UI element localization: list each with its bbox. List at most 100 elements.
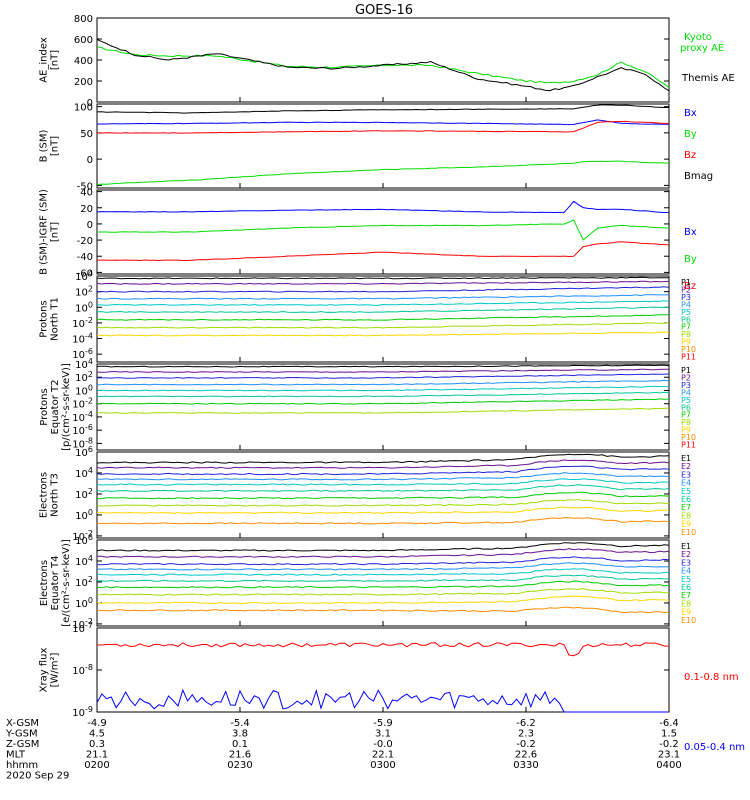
- series-line-bx: [96, 200, 669, 214]
- y-tick-label: 0: [87, 155, 93, 166]
- legend-e8: E8: [681, 599, 691, 608]
- x-row-value: 2.3: [518, 729, 534, 740]
- x-row-value: 0230: [227, 760, 252, 771]
- panel-ee: 106 104 102 100 10-2 Electrons Equator T4 [e/(c…: [39, 533, 696, 631]
- legend-p7: P7: [681, 323, 691, 332]
- legend-p10: P10: [681, 345, 696, 354]
- y-tick-label: 600: [74, 35, 93, 46]
- x-row-label: Y-GSM: [5, 729, 38, 740]
- y-tick-label: 106: [75, 533, 93, 547]
- y-tick-label: 10-2: [72, 617, 93, 631]
- y-axis-label: Xray flux: [39, 648, 50, 693]
- series-line-p2: [96, 280, 670, 285]
- legend-p3: P3: [681, 293, 691, 302]
- legend-e4: E4: [681, 567, 691, 576]
- y-tick-label: 102: [75, 487, 93, 501]
- series-line-p4: [96, 379, 670, 386]
- y-tick-label: 102: [75, 370, 93, 384]
- x-row-value: 0.1: [232, 739, 248, 750]
- series-line-p5: [96, 385, 670, 392]
- series-line-e3: [96, 465, 670, 476]
- series-line-e6: [96, 484, 670, 492]
- y-axis-label: [W/m²]: [50, 652, 61, 687]
- y-tick-label: 10-4: [72, 332, 93, 346]
- legend-p9: P9: [681, 426, 691, 435]
- legend-p2: P2: [681, 285, 691, 294]
- y-axis-label: B (SM)-IGRF (SM): [39, 189, 50, 275]
- legend-e3: E3: [681, 558, 691, 567]
- legend-bx: Bx: [684, 227, 697, 238]
- legend-e1: E1: [681, 454, 691, 463]
- panel-frame: [96, 17, 670, 103]
- y-tick-label: 100: [75, 300, 93, 314]
- legend-e5: E5: [681, 487, 691, 496]
- legend-e6: E6: [681, 583, 691, 592]
- y-tick-label: 400: [74, 56, 93, 67]
- legend-p10: P10: [681, 433, 696, 442]
- x-row-value: 21.1: [86, 750, 108, 761]
- series-line-p7: [96, 314, 670, 321]
- x-row-value: 0400: [656, 760, 681, 771]
- y-tick-label: 0: [87, 98, 93, 109]
- series-line-by: [96, 160, 670, 185]
- y-tick-label: 20: [80, 204, 93, 215]
- x-row-value: -6.4: [659, 718, 679, 729]
- y-tick-label: 0: [87, 220, 93, 231]
- y-tick-label: 10-8: [72, 436, 93, 450]
- legend-bmag: Bmag: [684, 171, 713, 182]
- legend-p11: P11: [681, 353, 696, 362]
- y-tick-label: 100: [75, 596, 93, 610]
- legend-p5: P5: [681, 396, 691, 405]
- panel-frame: [96, 539, 670, 627]
- legend-e5: E5: [681, 575, 691, 584]
- legend-e1: E1: [681, 542, 691, 551]
- legend-e8: E8: [681, 511, 691, 520]
- x-row-value: 0300: [370, 760, 395, 771]
- x-row-value: 0200: [84, 760, 109, 771]
- series-line-p1: [96, 276, 669, 280]
- y-tick-label: 104: [75, 466, 93, 480]
- series-line-e8: [96, 499, 669, 507]
- series-line-p6: [96, 391, 670, 398]
- legend-p9: P9: [681, 338, 691, 347]
- y-tick-label: 10-6: [72, 347, 93, 361]
- y-tick-label: -20: [77, 236, 93, 247]
- y-tick-label: 40: [80, 188, 93, 199]
- y-axis-label: [nT]: [50, 136, 61, 156]
- x-row-label: MLT: [6, 750, 26, 761]
- y-axis-label: [e/(cm²-s-sr-keV)]: [61, 539, 72, 627]
- y-tick-label: 106: [75, 445, 93, 459]
- series-line-e6: [96, 574, 669, 582]
- y-tick-label: 800: [74, 14, 93, 25]
- panel-frame: [96, 275, 670, 363]
- legend-e10: E10: [681, 528, 696, 537]
- y-tick-label: 50: [80, 129, 93, 140]
- panel-frame: [96, 451, 670, 539]
- legend-p1: P1: [681, 366, 691, 375]
- plot-title: GOES-16: [355, 3, 413, 18]
- series-line-e10: [96, 517, 670, 525]
- y-axis-label: Protons: [39, 388, 50, 425]
- legend-bx: Bx: [684, 108, 697, 119]
- x-row-value: -6.2: [516, 718, 536, 729]
- y-axis-label: Equator T2: [50, 380, 61, 435]
- legend-e9: E9: [681, 608, 691, 617]
- series-line-bz: [96, 120, 670, 134]
- series-line-p9: [96, 331, 670, 337]
- legend-bz: Bz: [684, 150, 696, 161]
- legend-p1: P1: [681, 278, 691, 287]
- x-row-value: -0.2: [659, 739, 679, 750]
- x-row-value: -4.9: [87, 718, 107, 729]
- x-row-value: 0.3: [89, 739, 105, 750]
- y-tick-label: 100: [75, 508, 93, 522]
- series-line-e7: [96, 580, 670, 589]
- y-tick-label: 10-9: [72, 705, 93, 719]
- y-tick-label: 10-7: [72, 621, 93, 635]
- series-line-e8: [96, 588, 670, 596]
- series-line-themis-ae: [96, 38, 670, 92]
- series-line-short-xray: [96, 688, 669, 713]
- panel-frame: [96, 363, 670, 451]
- legend-p8: P8: [681, 330, 691, 339]
